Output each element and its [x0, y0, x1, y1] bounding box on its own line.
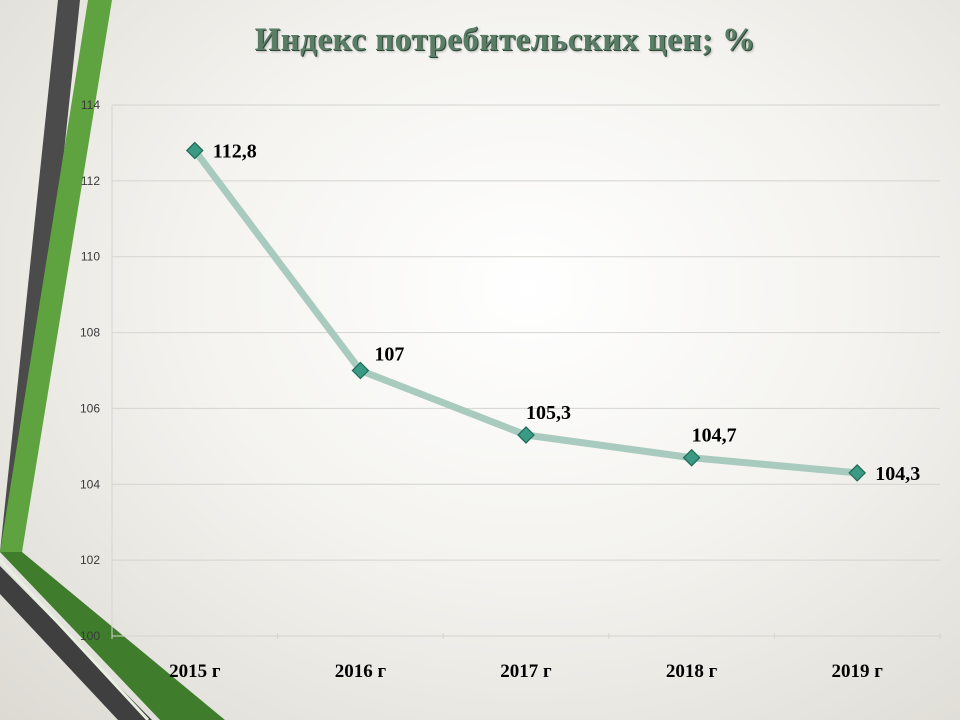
stripe-dark-vertical	[0, 0, 80, 552]
data-label: 105,3	[526, 402, 571, 424]
x-axis-ticks: 2015 г 2016 г 2017 г 2018 г 2019 г	[169, 661, 883, 682]
x-tick-label: 2019 г	[832, 661, 884, 682]
series-markers	[185, 141, 867, 482]
x-tick-label: 2017 г	[500, 661, 552, 682]
chart-title: Индекс потребительских цен; %	[254, 22, 756, 58]
data-point-marker	[351, 361, 370, 380]
data-label: 112,8	[213, 141, 257, 163]
stripe-green-vertical	[0, 0, 112, 552]
y-tick-label: 102	[80, 553, 100, 567]
data-point-marker	[848, 464, 867, 482]
y-tick-label: 114	[81, 98, 100, 112]
y-tick-label: 108	[80, 326, 100, 340]
y-tick-label: 112	[81, 174, 100, 188]
series-line	[191, 147, 861, 477]
x-tick-label: 2016 г	[335, 661, 387, 682]
y-tick-label: 100	[80, 629, 100, 643]
data-point-marker	[517, 426, 535, 444]
y-tick-label: 104	[80, 477, 100, 491]
data-label: 107	[374, 344, 404, 366]
data-label: 104,3	[875, 463, 920, 485]
y-tick-label: 106	[80, 401, 100, 415]
gridlines	[111, 104, 941, 639]
data-point-marker	[185, 141, 204, 160]
data-point-marker	[682, 448, 701, 467]
stripe-highlight	[0, 558, 150, 720]
y-axis-ticks: 100 102 104 106 108 110 112 114	[80, 98, 100, 643]
y-tick-label: 110	[81, 250, 100, 264]
series-line-layer	[191, 147, 861, 477]
x-tick-label: 2015 г	[169, 661, 221, 682]
data-labels: 112,8 107 105,3 104,7 104,3	[213, 141, 920, 485]
x-tick-label: 2018 г	[666, 661, 718, 682]
data-label: 104,7	[692, 425, 737, 447]
